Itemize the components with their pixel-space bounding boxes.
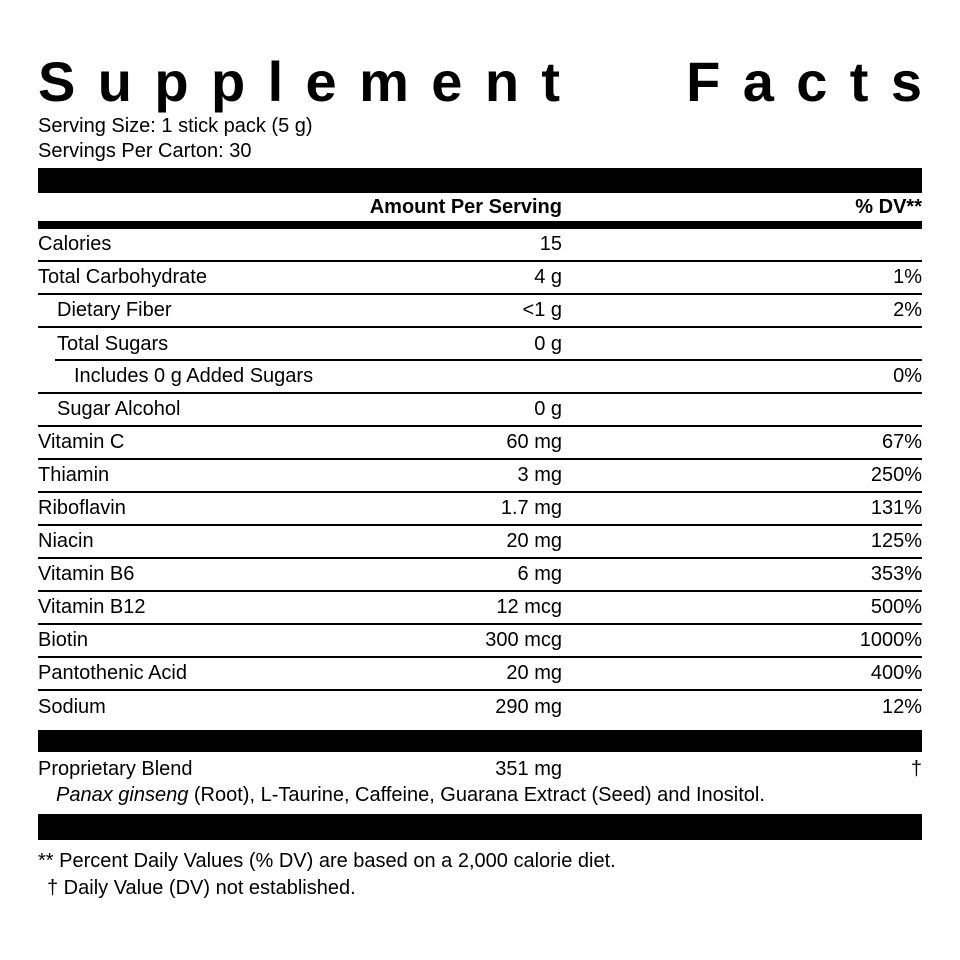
table-row-added-sugars: Includes 0 g Added Sugars 0% [38,361,922,394]
nutrient-amount: 6 mg [517,563,562,585]
nutrient-amount: 12 mcg [496,596,562,618]
nutrient-name: Total Carbohydrate [38,266,207,288]
nutrient-name: Pantothenic Acid [38,662,187,684]
table-row-sugar-alcohol: Sugar Alcohol 0 g [38,394,922,427]
nutrient-name: Niacin [38,530,94,552]
nutrient-amount: 1.7 mg [500,497,562,519]
table-row-vitamin-b6: Vitamin B6 6 mg 353% [38,559,922,592]
nutrient-dv: 67% [881,431,922,453]
nutrient-amount: 0 g [534,333,562,355]
title-word-facts: Facts [686,50,945,113]
nutrient-amount: 3 mg [517,464,562,486]
nutrient-amount: 60 mg [506,431,562,453]
table-row-total-sugars: Total Sugars 0 g [38,328,922,361]
divider-bar-top [38,168,922,193]
nutrient-name: Includes 0 g Added Sugars [74,365,314,387]
table-row-thiamin: Thiamin 3 mg 250% [38,460,922,493]
title-word-supplement: Supplement [38,50,583,113]
nutrient-dv: 400% [870,662,922,684]
proprietary-blend-row: Proprietary Blend 351 mg † [38,755,922,783]
ingredient-list: (Root), L-Taurine, Caffeine, Guarana Ext… [188,784,765,806]
nutrient-table: Calories 15 Total Carbohydrate 4 g 1% Di… [38,229,922,724]
nutrient-dv: 353% [870,563,922,585]
proprietary-blend-ingredients: Panax ginseng (Root), L-Taurine, Caffein… [38,783,922,807]
nutrient-dv: 1000% [859,629,922,651]
nutrient-name: Vitamin B12 [38,596,146,618]
nutrient-amount: 0 g [534,398,562,420]
table-row-niacin: Niacin 20 mg 125% [38,526,922,559]
page-title: Supplement Facts [38,50,922,113]
nutrient-amount: 4 g [534,266,562,288]
nutrient-dv: 2% [893,299,922,321]
servings-per-carton-line: Servings Per Carton: 30 [38,140,252,162]
nutrient-dv: 250% [870,464,922,486]
column-header-percent-dv: % DV** [855,195,922,218]
table-row-calories: Calories 15 [38,229,922,262]
nutrient-amount: 290 mg [495,696,562,718]
nutrient-name: Thiamin [38,464,110,486]
nutrient-amount: 300 mcg [485,629,562,651]
nutrient-name: Sodium [38,696,106,718]
table-row-vitamin-c: Vitamin C 60 mg 67% [38,427,922,460]
table-row-pantothenic-acid: Pantothenic Acid 20 mg 400% [38,658,922,691]
table-header-row: Amount Per Serving % DV** [38,193,922,221]
nutrient-name: Riboflavin [38,497,126,519]
nutrient-name: Dietary Fiber [57,299,172,321]
nutrient-amount: 15 [539,233,562,255]
proprietary-blend-dagger: † [910,758,922,780]
table-row-riboflavin: Riboflavin 1.7 mg 131% [38,493,922,526]
ingredient-latin-name: Panax ginseng [56,784,189,806]
footnote-percent-dv: ** Percent Daily Values (% DV) are based… [38,850,616,872]
proprietary-blend-name: Proprietary Blend [38,758,193,780]
nutrient-dv: 1% [893,266,922,288]
proprietary-blend-amount: 351 mg [495,758,562,780]
nutrient-name: Total Sugars [57,333,169,355]
table-row-total-carbohydrate: Total Carbohydrate 4 g 1% [38,262,922,295]
nutrient-amount: <1 g [522,299,562,321]
table-row-biotin: Biotin 300 mcg 1000% [38,625,922,658]
column-header-amount-per-serving: Amount Per Serving [369,195,562,218]
table-row-sodium: Sodium 290 mg 12% [38,691,922,724]
nutrient-name: Calories [38,233,112,255]
nutrient-dv: 125% [870,530,922,552]
nutrient-amount: 20 mg [506,662,562,684]
supplement-facts-label: Supplement Facts Serving Size: 1 stick p… [38,0,922,902]
nutrient-dv: 131% [870,497,922,519]
nutrient-name: Vitamin B6 [38,563,135,585]
nutrient-dv: 500% [870,596,922,618]
nutrient-name: Biotin [38,629,89,651]
divider-bar-header [38,221,922,229]
serving-size-line: Serving Size: 1 stick pack (5 g) [38,115,313,137]
nutrient-name: Sugar Alcohol [57,398,181,420]
footnotes: ** Percent Daily Values (% DV) are based… [38,848,922,902]
nutrient-amount: 20 mg [506,530,562,552]
table-row-dietary-fiber: Dietary Fiber <1 g 2% [38,295,922,328]
nutrient-name: Vitamin C [38,431,125,453]
nutrient-dv: 0% [893,365,922,387]
nutrient-dv: 12% [881,696,922,718]
footnote-daily-value: † Daily Value (DV) not established. [47,877,356,899]
serving-info: Serving Size: 1 stick pack (5 g) Serving… [38,114,922,164]
divider-bar-bottom [38,814,922,840]
table-row-vitamin-b12: Vitamin B12 12 mcg 500% [38,592,922,625]
divider-bar-proprietary [38,730,922,752]
